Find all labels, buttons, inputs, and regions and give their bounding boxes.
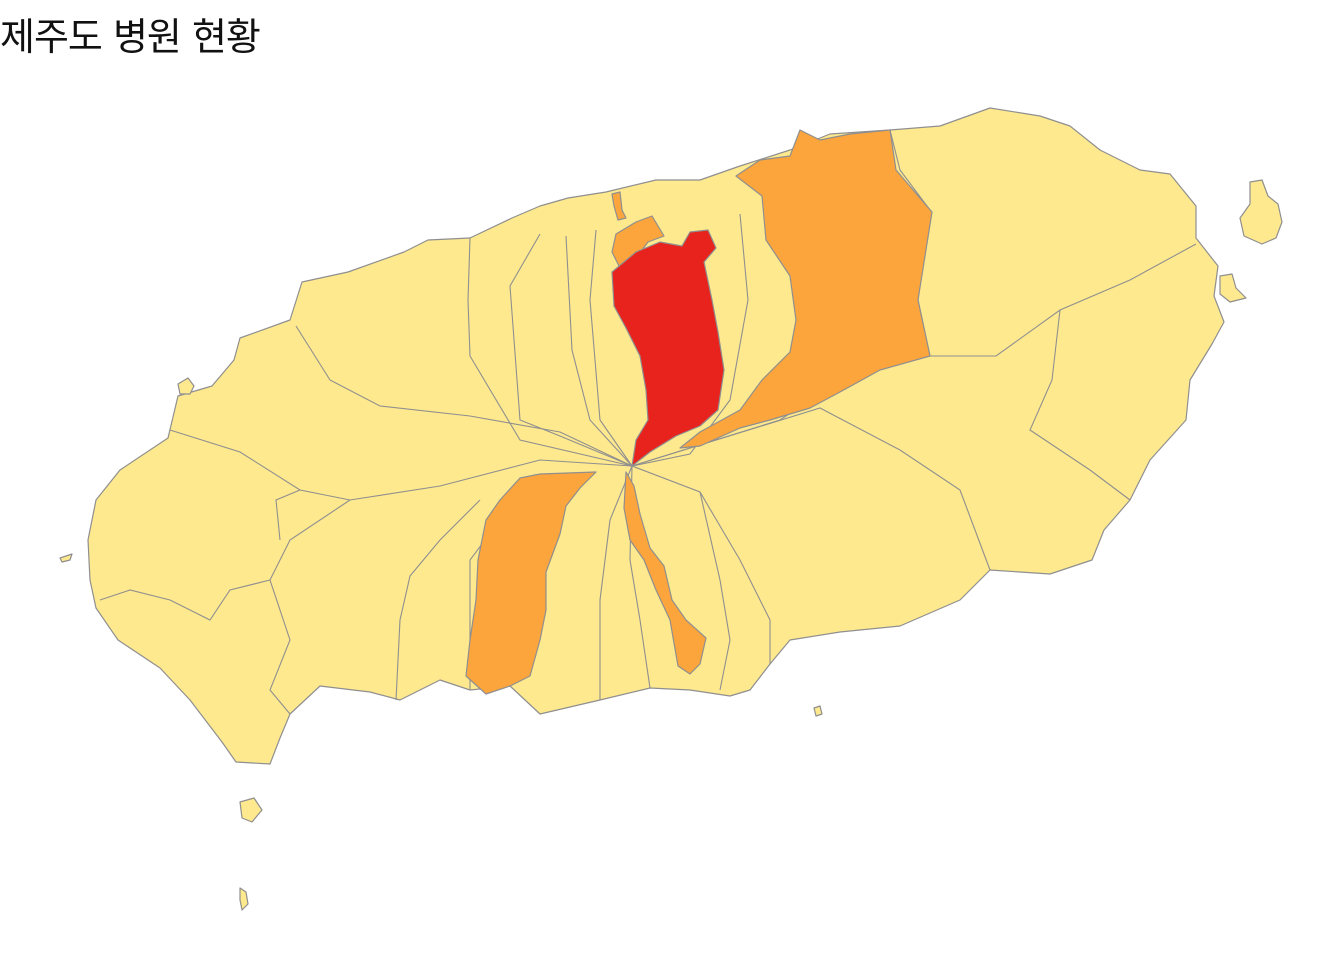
region-west-dot[interactable] [59,553,73,563]
region-gapado[interactable] [239,797,263,823]
region-north-coast-small[interactable] [611,215,665,269]
region-north-east[interactable] [679,129,933,449]
region-udo[interactable] [1239,179,1283,245]
region-east-islet[interactable] [1219,273,1247,303]
region-center[interactable] [611,229,725,467]
region-biyangdo[interactable] [177,377,195,395]
region-north-coast-tiny[interactable] [611,191,627,221]
region-beomseom[interactable] [813,705,823,717]
region-marado[interactable] [239,887,249,911]
page-title: 제주도 병원 현황 [0,15,261,59]
region-south-center-strip[interactable] [623,471,707,675]
region-south-west-strip[interactable] [465,471,597,695]
